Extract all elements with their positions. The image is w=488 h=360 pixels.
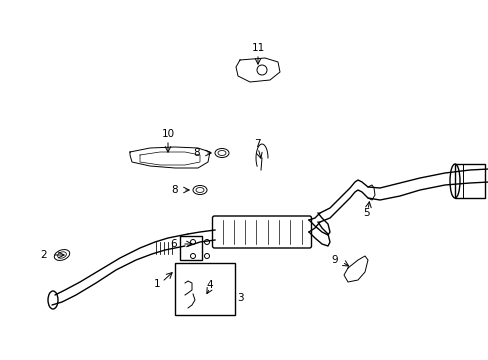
Text: 9: 9 xyxy=(331,255,338,265)
Text: 6: 6 xyxy=(170,239,177,249)
Text: 2: 2 xyxy=(41,250,47,260)
Text: 4: 4 xyxy=(206,280,213,290)
Text: 8: 8 xyxy=(171,185,178,195)
Bar xyxy=(175,263,235,315)
Text: 5: 5 xyxy=(363,208,369,218)
Text: 10: 10 xyxy=(161,129,174,139)
Text: 7: 7 xyxy=(253,139,260,149)
Text: 8: 8 xyxy=(193,148,200,158)
Text: 1: 1 xyxy=(153,279,160,289)
Text: 3: 3 xyxy=(236,293,243,303)
Bar xyxy=(454,164,484,198)
Bar xyxy=(180,236,202,260)
Text: 11: 11 xyxy=(251,43,264,53)
